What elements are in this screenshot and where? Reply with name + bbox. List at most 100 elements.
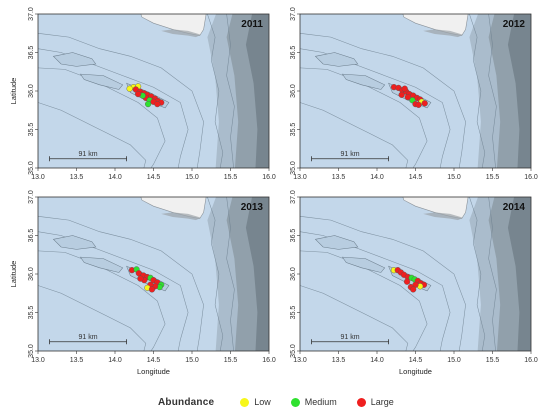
map-panel-2013: 91 km 2013 13.0 13.5 14.0 14.5 15.0 15.5 16.0 35.… (9, 190, 276, 376)
abundance-point-large (415, 101, 422, 108)
deepest-zone (507, 14, 531, 168)
abundance-point-large (404, 94, 411, 101)
y-tick-label: 37.0 (290, 190, 297, 204)
shelf-bank (52, 235, 97, 250)
y-axis-label: Latitude (9, 261, 18, 288)
abundance-point-large (421, 100, 428, 107)
depth-contour (226, 197, 235, 351)
abundance-point-large (135, 90, 142, 98)
abundance-legend: Abundance Low Medium Large (158, 394, 414, 410)
y-tick-label: 36.5 (28, 229, 35, 243)
map-figure: 91 km 2011 13.0 13.5 14.0 14.5 15.0 15.5 16.0 35.… (9, 7, 538, 376)
y-tick-label: 35.5 (290, 123, 297, 137)
shelf-bank (341, 73, 386, 90)
y-tick-label: 36.0 (290, 267, 297, 281)
abundance-point-large (403, 278, 411, 285)
y-tick-label: 37.0 (28, 7, 35, 21)
shelf-bank (52, 52, 97, 67)
y-tick-label: 37.0 (28, 190, 35, 204)
land-shadow (161, 212, 202, 221)
deepest-zone (245, 14, 269, 168)
deepest-zone (245, 197, 269, 351)
land-shadow (161, 29, 202, 38)
x-tick-label: 15.5 (486, 357, 500, 364)
y-tick-label: 35.0 (290, 344, 297, 358)
y-tick-label: 35.0 (290, 161, 297, 175)
depth-contour (300, 216, 466, 351)
x-tick-label: 14.0 (370, 174, 384, 181)
depth-contour (38, 102, 147, 168)
x-tick-label: 14.5 (147, 174, 161, 181)
scale-bar: 91 km (311, 151, 389, 162)
depth-contour (300, 285, 409, 351)
panel-year-label: 2012 (503, 19, 526, 30)
map-panel-2012: 91 km 2012 13.0 13.5 14.0 14.5 15.0 15.5 16.0 35.… (290, 7, 538, 181)
legend-label-large: Large (370, 397, 394, 407)
legend-dot-low (240, 397, 250, 407)
depth-contour (300, 67, 428, 168)
legend-item-large: Large (356, 397, 394, 407)
depth-contour (38, 216, 204, 351)
x-tick-label: 16.0 (524, 357, 538, 364)
x-tick-label: 14.0 (108, 357, 122, 364)
x-tick-label: 15.0 (447, 174, 461, 181)
abundance-point-medium (145, 100, 152, 108)
x-tick-label: 14.5 (409, 357, 423, 364)
abundance-point-large (137, 275, 144, 282)
y-tick-label: 36.0 (28, 267, 35, 281)
y-tick-label: 35.5 (28, 306, 35, 320)
depth-contour (469, 197, 486, 351)
depth-contour (38, 33, 204, 168)
panel-year-label: 2011 (241, 19, 263, 30)
land-shadow (423, 212, 464, 221)
y-tick-label: 36.5 (28, 46, 35, 60)
y-tick-label: 36.0 (290, 84, 297, 98)
shelf-bank (341, 256, 386, 273)
x-tick-label: 15.5 (224, 357, 238, 364)
shelf-bank (79, 73, 124, 90)
x-tick-label: 13.5 (70, 174, 84, 181)
map-panel-2011: 91 km 2011 13.0 13.5 14.0 14.5 15.0 15.5 16.0 35.… (9, 7, 276, 181)
legend-title: Abundance (158, 396, 215, 408)
x-tick-label: 13.5 (332, 174, 346, 181)
legend-dot-large (356, 397, 366, 407)
scale-bar: 91 km (311, 334, 389, 345)
depth-contour (38, 67, 166, 168)
shelf-bank (314, 235, 359, 250)
legend-label-medium: Medium (304, 397, 337, 407)
map-area: 91 km (38, 197, 269, 351)
x-tick-label: 14.0 (370, 357, 384, 364)
x-tick-label: 13.0 (293, 174, 307, 181)
scale-bar: 91 km (49, 334, 127, 345)
shelf-bank (79, 256, 124, 273)
depth-contour (226, 14, 235, 168)
x-tick-label: 14.5 (409, 174, 423, 181)
depth-contour (38, 285, 147, 351)
x-tick-label: 15.0 (185, 174, 199, 181)
x-tick-label: 15.5 (224, 174, 238, 181)
deepest-zone (507, 197, 531, 351)
abundance-point-large (154, 100, 161, 108)
x-tick-label: 13.5 (70, 357, 84, 364)
y-axis-label: Latitude (9, 78, 18, 105)
y-tick-label: 36.5 (290, 229, 297, 243)
map-area: 91 km (300, 14, 531, 168)
x-tick-label: 13.5 (332, 357, 346, 364)
map-area: 91 km (300, 197, 531, 351)
x-tick-label: 15.5 (486, 174, 500, 181)
x-tick-label: 13.0 (31, 174, 45, 181)
map-area: 91 km (38, 14, 269, 168)
land-shadow (423, 29, 464, 38)
abundance-point-large (148, 286, 156, 293)
depth-contour (300, 102, 409, 168)
legend-dot-medium (290, 397, 300, 407)
x-tick-label: 15.0 (185, 357, 199, 364)
legend-item-medium: Medium (290, 397, 337, 407)
x-tick-label: 13.0 (293, 357, 307, 364)
x-tick-label: 14.0 (108, 174, 122, 181)
scale-bar: 91 km (49, 151, 127, 162)
panel-year-label: 2013 (241, 202, 264, 213)
abundance-point-large (401, 85, 408, 92)
x-tick-label: 16.0 (262, 357, 276, 364)
x-tick-label: 16.0 (524, 174, 538, 181)
